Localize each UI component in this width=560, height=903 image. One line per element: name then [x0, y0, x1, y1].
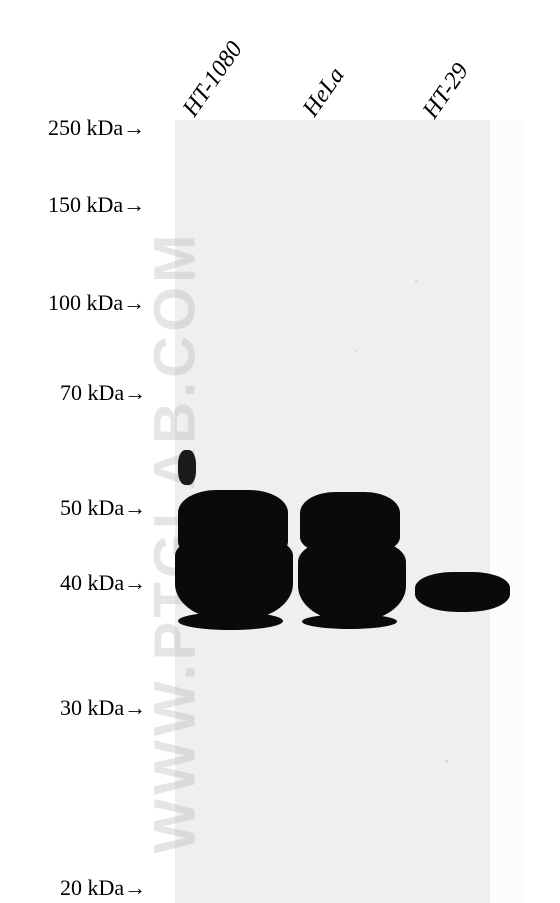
mw-marker-50: 50 kDa→	[60, 495, 146, 521]
mw-marker-100: 100 kDa→	[48, 290, 145, 316]
mw-marker-30: 30 kDa→	[60, 695, 146, 721]
mw-label-text: 150 kDa	[48, 192, 123, 217]
band-lane1-edge	[178, 612, 283, 630]
arrow-icon: →	[123, 290, 145, 316]
mw-label-text: 30 kDa	[60, 695, 124, 720]
arrow-icon: →	[123, 192, 145, 218]
arrow-icon: →	[123, 115, 145, 141]
mw-label-text: 40 kDa	[60, 570, 124, 595]
western-blot-figure: WWW.PTGLAB.COM 250 kDa→ 150 kDa→ 100 kDa…	[0, 0, 560, 903]
arrow-icon: →	[124, 380, 146, 406]
band-lane2-lower	[298, 543, 406, 621]
mw-label-text: 250 kDa	[48, 115, 123, 140]
mw-label-text: 100 kDa	[48, 290, 123, 315]
arrow-icon: →	[124, 570, 146, 596]
mw-marker-20: 20 kDa→	[60, 875, 146, 901]
arrow-icon: →	[124, 875, 146, 901]
mw-marker-150: 150 kDa→	[48, 192, 145, 218]
mw-label-text: 20 kDa	[60, 875, 124, 900]
mw-marker-250: 250 kDa→	[48, 115, 145, 141]
blot-right-edge	[490, 120, 525, 903]
arrow-icon: →	[124, 695, 146, 721]
band-lane1-lower	[175, 540, 293, 620]
mw-marker-70: 70 kDa→	[60, 380, 146, 406]
noise	[415, 280, 418, 283]
band-lane2-edge	[302, 614, 397, 629]
mw-label-text: 50 kDa	[60, 495, 124, 520]
noise	[355, 350, 357, 352]
noise	[445, 760, 448, 763]
band-smear	[178, 450, 196, 485]
lane-label-hela: HeLa	[298, 63, 351, 122]
band-lane3	[415, 572, 510, 612]
lane-label-ht29: HT-29	[418, 59, 475, 124]
mw-label-text: 70 kDa	[60, 380, 124, 405]
arrow-icon: →	[124, 495, 146, 521]
lane-label-ht1080: HT-1080	[178, 37, 249, 122]
mw-marker-40: 40 kDa→	[60, 570, 146, 596]
